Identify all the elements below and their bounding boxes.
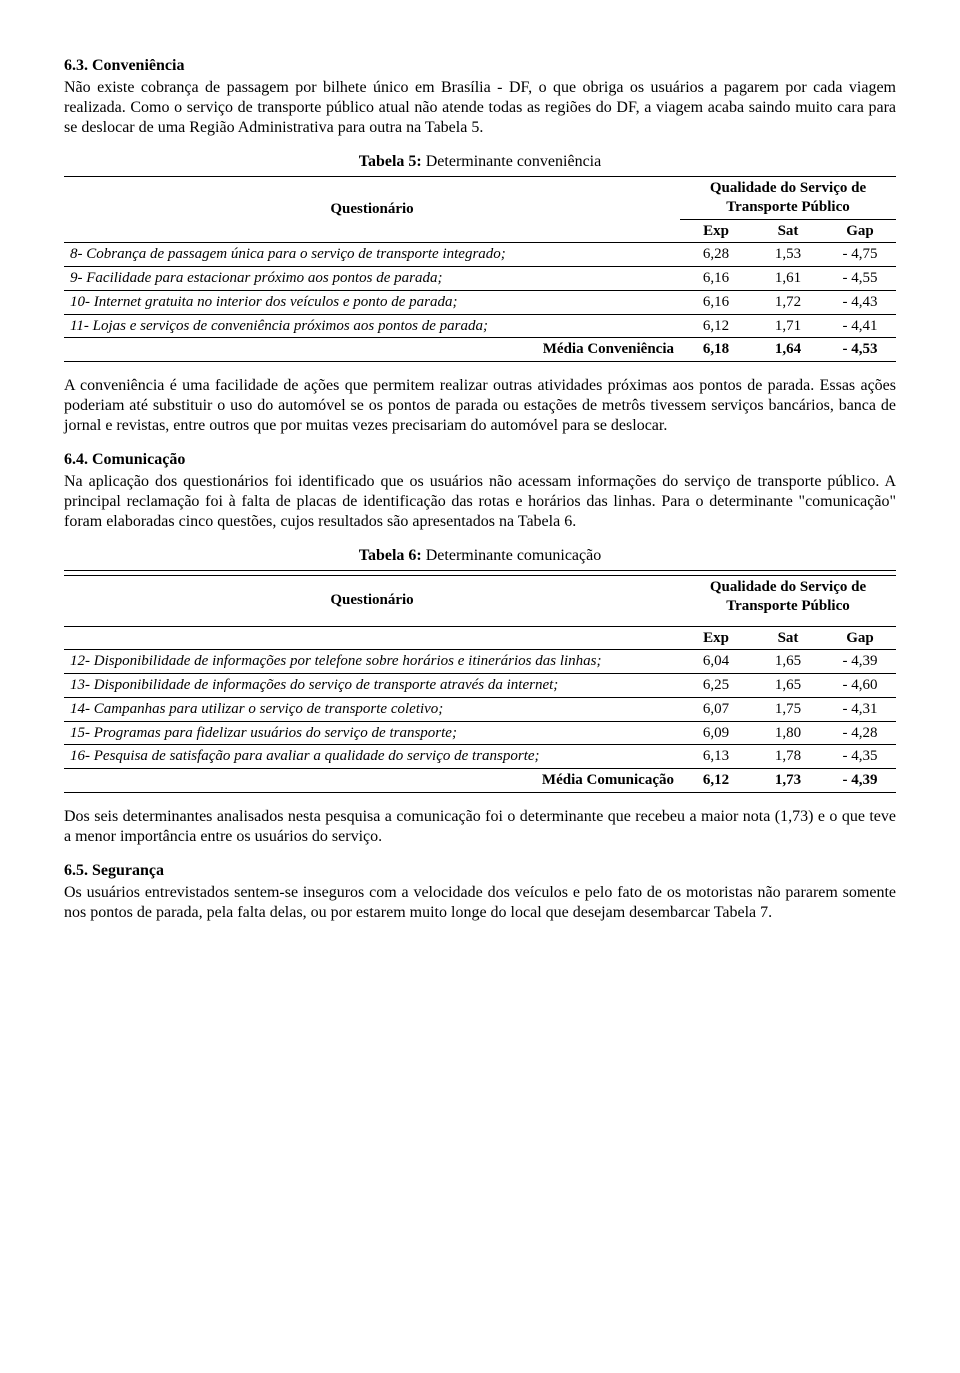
table-5-media-sat: 1,64 [752, 338, 824, 362]
table-5-row-q: 8- Cobrança de passagem única para o ser… [64, 243, 680, 267]
table-5-media-gap: - 4,53 [824, 338, 896, 362]
table-6-row-gap: - 4,60 [824, 674, 896, 698]
table-6-title: Tabela 6: Determinante comunicação [64, 546, 896, 566]
table-6-row-q: 13- Disponibilidade de informações do se… [64, 674, 680, 698]
table-6-row-q: 15- Programas para fidelizar usuários do… [64, 721, 680, 745]
table-row: 13- Disponibilidade de informações do se… [64, 674, 896, 698]
table-5-row-sat: 1,72 [752, 290, 824, 314]
table-5-row-exp: 6,16 [680, 290, 752, 314]
table-5-row-gap: - 4,55 [824, 267, 896, 291]
table-5-col-sat: Sat [752, 219, 824, 243]
table-6-media-exp: 6,12 [680, 769, 752, 793]
table-5-col-gap: Gap [824, 219, 896, 243]
table-6-row-exp: 6,13 [680, 745, 752, 769]
table-5-row-exp: 6,16 [680, 267, 752, 291]
paragraph-after-table-6: Dos seis determinantes analisados nesta … [64, 807, 896, 847]
section-6-4-paragraph: Na aplicação dos questionários foi ident… [64, 472, 896, 532]
table-5-quality-header: Qualidade do Serviço de Transporte Públi… [680, 177, 896, 220]
table-6-row-q: 16- Pesquisa de satisfação para avaliar … [64, 745, 680, 769]
table-6-col-gap: Gap [824, 626, 896, 650]
table-5-row-sat: 1,61 [752, 267, 824, 291]
paragraph-after-table-5: A conveniência é uma facilidade de ações… [64, 376, 896, 436]
table-5-media-label: Média Conveniência [64, 338, 680, 362]
table-5-q-header: Questionário [64, 177, 680, 243]
table-6-row-q: 14- Campanhas para utilizar o serviço de… [64, 697, 680, 721]
table-6-media-row: Média Comunicação 6,12 1,73 - 4,39 [64, 769, 896, 793]
table-5: Questionário Qualidade do Serviço de Tra… [64, 176, 896, 362]
table-row: 10- Internet gratuita no interior dos ve… [64, 290, 896, 314]
table-5-title-bold: Tabela 5: [359, 153, 422, 170]
table-6-media-gap: - 4,39 [824, 769, 896, 793]
table-6-row-exp: 6,09 [680, 721, 752, 745]
table-row: 9- Facilidade para estacionar próximo ao… [64, 267, 896, 291]
table-5-row-sat: 1,53 [752, 243, 824, 267]
section-6-3-heading: 6.3. Conveniência [64, 56, 896, 76]
table-6-row-q: 12- Disponibilidade de informações por t… [64, 650, 680, 674]
table-5-row-exp: 6,28 [680, 243, 752, 267]
table-6-row-exp: 6,04 [680, 650, 752, 674]
table-6-row-gap: - 4,35 [824, 745, 896, 769]
table-6-row-exp: 6,25 [680, 674, 752, 698]
table-6-title-rest: Determinante comunicação [422, 547, 601, 564]
table-row: 14- Campanhas para utilizar o serviço de… [64, 697, 896, 721]
table-6-row-gap: - 4,28 [824, 721, 896, 745]
table-6-media-label: Média Comunicação [64, 769, 680, 793]
section-6-4-heading: 6.4. Comunicação [64, 450, 896, 470]
table-6-row-sat: 1,78 [752, 745, 824, 769]
table-5-row-q: 11- Lojas e serviços de conveniência pró… [64, 314, 680, 338]
table-5-media-row: Média Conveniência 6,18 1,64 - 4,53 [64, 338, 896, 362]
table-5-row-exp: 6,12 [680, 314, 752, 338]
table-6-row-exp: 6,07 [680, 697, 752, 721]
table-6-row-gap: - 4,39 [824, 650, 896, 674]
table-6-col-exp: Exp [680, 626, 752, 650]
table-6-row-sat: 1,65 [752, 650, 824, 674]
table-6-title-bold: Tabela 6: [359, 547, 422, 564]
section-6-5-heading: 6.5. Segurança [64, 861, 896, 881]
table-6-media-sat: 1,73 [752, 769, 824, 793]
table-6-q-header: Questionário [64, 576, 680, 627]
table-5-title: Tabela 5: Determinante conveniência [64, 152, 896, 172]
table-5-row-q: 9- Facilidade para estacionar próximo ao… [64, 267, 680, 291]
table-6-row-sat: 1,65 [752, 674, 824, 698]
table-row: 12- Disponibilidade de informações por t… [64, 650, 896, 674]
section-6-3-paragraph: Não existe cobrança de passagem por bilh… [64, 78, 896, 138]
table-5-row-gap: - 4,75 [824, 243, 896, 267]
table-5-row-sat: 1,71 [752, 314, 824, 338]
table-6: Questionário Qualidade do Serviço de Tra… [64, 570, 896, 793]
table-6-row-sat: 1,75 [752, 697, 824, 721]
table-row: 8- Cobrança de passagem única para o ser… [64, 243, 896, 267]
table-5-row-gap: - 4,43 [824, 290, 896, 314]
table-6-row-sat: 1,80 [752, 721, 824, 745]
table-5-row-gap: - 4,41 [824, 314, 896, 338]
table-6-row-gap: - 4,31 [824, 697, 896, 721]
table-6-quality-header: Qualidade do Serviço de Transporte Públi… [680, 576, 896, 618]
table-5-media-exp: 6,18 [680, 338, 752, 362]
table-6-col-sat: Sat [752, 626, 824, 650]
table-row: 15- Programas para fidelizar usuários do… [64, 721, 896, 745]
section-6-5-paragraph: Os usuários entrevistados sentem-se inse… [64, 883, 896, 923]
table-5-col-exp: Exp [680, 219, 752, 243]
table-row: 16- Pesquisa de satisfação para avaliar … [64, 745, 896, 769]
table-5-title-rest: Determinante conveniência [422, 153, 601, 170]
table-5-row-q: 10- Internet gratuita no interior dos ve… [64, 290, 680, 314]
table-row: 11- Lojas e serviços de conveniência pró… [64, 314, 896, 338]
